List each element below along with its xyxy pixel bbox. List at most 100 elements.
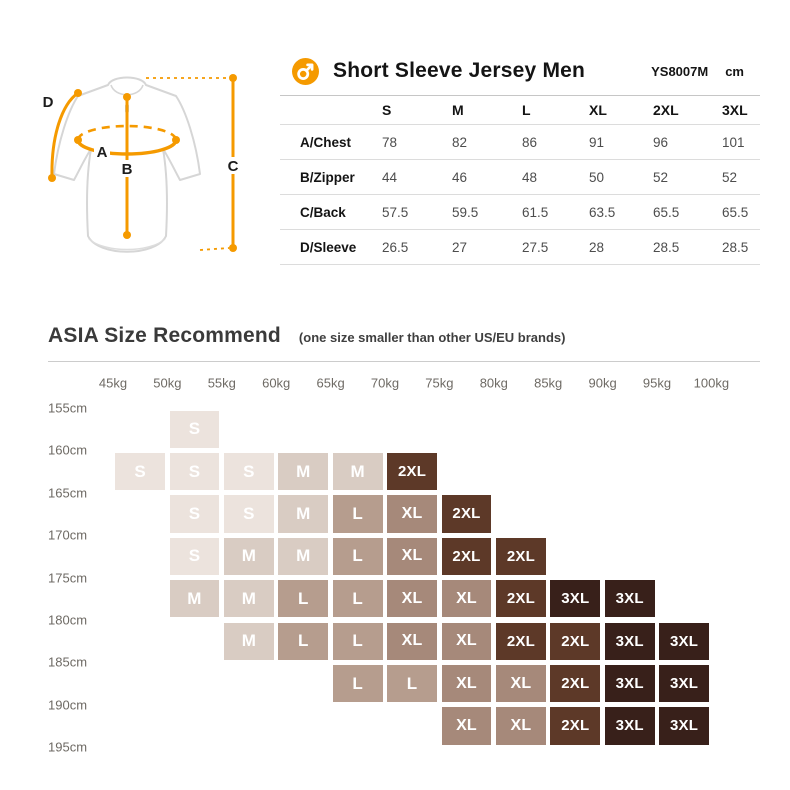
b-dot-bottom [123, 231, 131, 239]
size-column-header: 3XL [722, 95, 760, 125]
weight-axis-label: 65kg [316, 375, 345, 391]
asia-subtitle: (one size smaller than other US/EU brand… [298, 330, 566, 345]
size-cell: 3XL [659, 707, 709, 745]
measurement-value: 52 [722, 159, 760, 195]
measurement-value: 65.5 [653, 194, 722, 230]
size-cell: L [278, 580, 329, 618]
measurement-value: 78 [382, 124, 452, 160]
a-dot-left [74, 136, 82, 144]
size-cell: L [332, 537, 383, 575]
measurement-value: 27.5 [522, 229, 589, 265]
size-cell: 3XL [604, 665, 655, 703]
size-cell: XL [441, 707, 492, 745]
measurement-value: 61.5 [522, 194, 589, 230]
size-column-header: S [382, 95, 452, 125]
weight-axis-label: 95kg [642, 375, 672, 391]
height-axis-label: 165cm [48, 485, 88, 501]
height-axis-label: 195cm [48, 739, 88, 755]
size-cell: 3XL [550, 580, 601, 618]
size-cell: 2XL [550, 622, 601, 660]
size-table-header: Short Sleeve Jersey Men YS8007M cm [280, 55, 760, 87]
weight-axis-label: 70kg [370, 375, 400, 391]
size-table-row: C/Back 57.5 59.5 61.5 63.5 65.5 65.5 [280, 194, 760, 230]
size-cell: S [169, 410, 220, 448]
product-meta: YS8007M cm [651, 64, 760, 79]
brand-male-icon [292, 57, 319, 85]
size-cell: 3XL [659, 622, 709, 660]
weight-axis-label: 80kg [479, 375, 508, 391]
size-cell: 2XL [550, 707, 601, 745]
weight-axis-label: 45kg [98, 375, 128, 391]
model-code: YS8007M [651, 63, 709, 79]
a-dot-right [172, 136, 180, 144]
size-cell: 3XL [604, 580, 655, 618]
measurement-row-label: D/Sleeve [280, 229, 382, 265]
weight-axis-label: 90kg [588, 375, 617, 391]
measurement-value: 57.5 [382, 194, 452, 230]
size-cell: XL [441, 665, 492, 703]
size-column-header: M [452, 95, 522, 125]
height-axis-label: 175cm [48, 570, 88, 586]
measurement-value: 52 [653, 159, 722, 195]
chest-ellipse-solid [76, 139, 178, 156]
size-cell: XL [387, 537, 437, 575]
size-cell: S [115, 453, 165, 491]
size-cell: XL [496, 665, 546, 703]
b-dot-top [123, 93, 131, 101]
size-cell: M [278, 495, 329, 533]
size-cell: 2XL [387, 453, 437, 491]
size-cell: S [169, 453, 220, 491]
size-table-corner [280, 95, 382, 125]
size-cell: 3XL [604, 707, 655, 745]
weight-axis-label: 85kg [534, 375, 563, 391]
c-dot-top [229, 74, 237, 82]
asia-size-heading: ASIA Size Recommend (one size smaller th… [48, 324, 760, 362]
height-axis-label: 170cm [48, 527, 88, 543]
size-cell: S [224, 495, 274, 533]
size-cell: L [332, 495, 383, 533]
size-table-row: D/Sleeve 26.5 27 27.5 28 28.5 28.5 [280, 229, 760, 265]
size-cell: XL [387, 580, 437, 618]
measurement-value: 26.5 [382, 229, 452, 265]
height-axis-label: 155cm [48, 400, 88, 416]
size-cell: 2XL [441, 537, 492, 575]
size-cell: M [332, 453, 383, 491]
size-cell: 3XL [604, 622, 655, 660]
d-dot-bottom [48, 174, 56, 182]
unit-label: cm [725, 63, 744, 79]
size-cell: L [387, 665, 437, 703]
measurement-value: 46 [452, 159, 522, 195]
size-cell: M [278, 537, 329, 575]
weight-axis-label: 50kg [153, 375, 182, 391]
size-cell: XL [441, 580, 492, 618]
sleeve-curve [50, 91, 79, 179]
size-cell: XL [387, 622, 437, 660]
measurement-value: 65.5 [722, 194, 760, 230]
size-column-header: XL [589, 95, 653, 125]
weight-axis-label: 55kg [207, 375, 236, 391]
measurement-value: 63.5 [589, 194, 653, 230]
measurement-row-label: A/Chest [280, 124, 382, 160]
size-cell: XL [387, 495, 437, 533]
size-cell: S [224, 453, 274, 491]
weight-axis-label: 60kg [262, 375, 291, 391]
height-axis-label: 160cm [48, 442, 88, 458]
hem-band-line [88, 238, 166, 251]
measurement-row-label: B/Zipper [280, 159, 382, 195]
c-dot-bottom [229, 244, 237, 252]
measurement-value: 96 [653, 124, 722, 160]
size-cell: M [224, 580, 274, 618]
asia-title: ASIA Size Recommend [48, 324, 281, 347]
size-cell: L [332, 580, 383, 618]
measurement-value: 101 [722, 124, 760, 160]
chest-ellipse-dashed [76, 124, 178, 141]
measurement-value: 27 [452, 229, 522, 265]
size-cell: L [332, 622, 383, 660]
measure-label-c: C [228, 158, 239, 175]
size-column-header: L [522, 95, 589, 125]
c-dotted-bottom [199, 247, 230, 251]
size-cell: XL [496, 707, 546, 745]
height-axis-label: 190cm [48, 697, 88, 713]
measurement-value: 59.5 [452, 194, 522, 230]
